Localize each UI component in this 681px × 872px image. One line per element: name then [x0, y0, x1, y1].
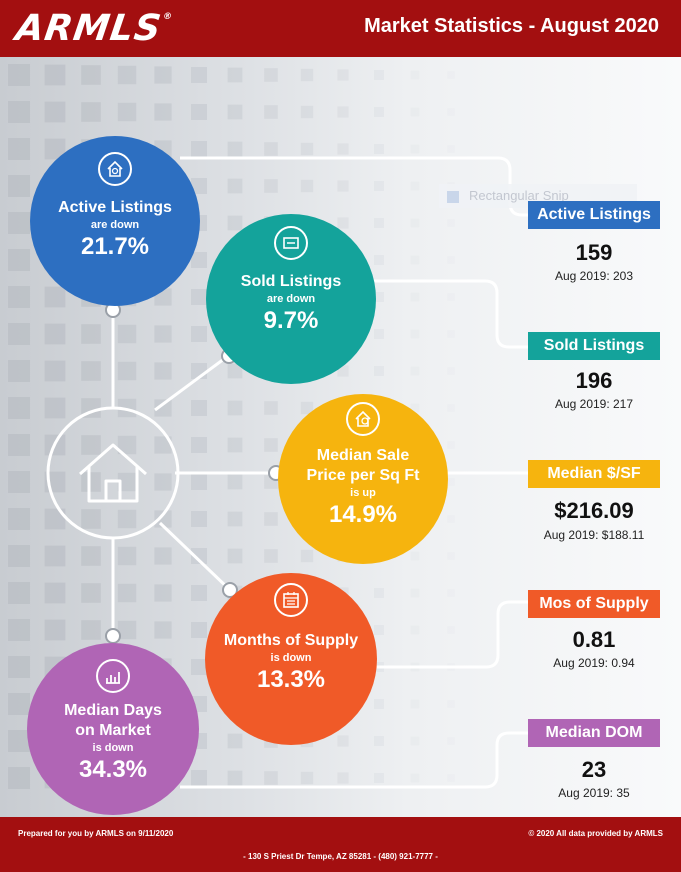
house-search-icon	[98, 152, 132, 186]
footer-bar: Prepared for you by ARMLS on 9/11/2020 ©…	[0, 817, 681, 872]
snip-icon	[447, 190, 459, 203]
sold-sign-icon	[274, 226, 308, 260]
page-title: Market Statistics - August 2020	[364, 15, 659, 37]
mos-supply-value: 0.81	[572, 627, 616, 652]
home-hub-circle	[46, 406, 180, 540]
active-listings-value: 159	[575, 240, 613, 265]
active-listings-circle: Active Listings are down 21.7%	[30, 136, 200, 306]
median-dom-prev: Aug 2019: 35	[558, 786, 630, 800]
home-icon	[79, 443, 147, 503]
median-dom-circle: Median Days on Market is down 34.3%	[27, 643, 199, 815]
address-text: - 130 S Priest Dr Tempe, AZ 85281 - (480…	[243, 852, 438, 861]
median-dom-label: Median DOM	[528, 719, 660, 747]
median-psf-prev: Aug 2019: $188.11	[543, 528, 645, 542]
bar-chart-icon	[96, 659, 130, 693]
copyright-text: © 2020 All data provided by ARMLS	[528, 829, 663, 838]
mos-supply-label: Mos of Supply	[528, 590, 660, 618]
median-psf-value: $216.09	[554, 498, 634, 523]
house-dollar-icon	[346, 402, 380, 436]
median-dom-value: 23	[581, 757, 607, 782]
sold-listings-prev: Aug 2019: 217	[554, 397, 634, 411]
calendar-icon	[274, 583, 308, 617]
mos-supply-prev: Aug 2019: 0.94	[553, 656, 635, 670]
median-psf-label: Median $/SF	[528, 460, 660, 488]
active-listings-prev: Aug 2019: 203	[554, 269, 634, 283]
active-listings-label: Active Listings	[528, 201, 660, 229]
prepared-by-text: Prepared for you by ARMLS on 9/11/2020	[18, 829, 174, 838]
months-supply-circle: Months of Supply is down 13.3%	[205, 573, 377, 745]
median-price-circle: Median Sale Price per Sq Ft is up 14.9%	[278, 394, 448, 564]
sold-listings-value: 196	[575, 368, 613, 393]
header-bar: ARMLS® Market Statistics - August 2020	[0, 0, 681, 57]
sold-listings-label: Sold Listings	[528, 332, 660, 360]
sold-listings-circle: Sold Listings are down 9.7%	[206, 214, 376, 384]
